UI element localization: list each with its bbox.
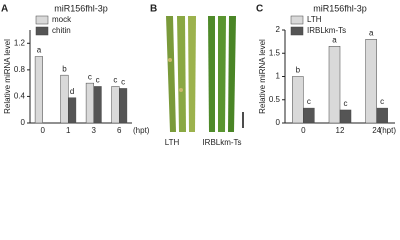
bar [111,86,120,124]
legend-label: IRBLkm-Ts [307,26,346,35]
significance-letter: c [380,97,384,106]
chart-title: miR156fhl-3p [313,3,367,13]
panel-label: B [150,4,157,15]
significance-letter: d [70,87,74,96]
leaf [177,16,186,132]
leaf [228,16,236,132]
x-tick-label: 24 [372,126,381,135]
significance-letter: c [121,78,125,87]
bar [339,109,352,124]
significance-letter: a [369,28,374,37]
leaf [218,16,226,132]
x-tick-label: 6 [117,126,122,135]
legend-label: mock [52,15,72,24]
y-tick-label: 0.8 [14,65,26,74]
leaf [188,16,196,132]
bar [85,82,94,124]
bar [68,97,77,124]
bar [376,107,388,124]
significance-letter: c [113,76,117,85]
significance-letter: c [344,99,348,108]
caption: IRBLkm-Ts [202,138,241,147]
significance-letter: c [307,97,311,106]
lesion [168,58,172,62]
legend-label: chitin [52,26,71,35]
panel-label: C [256,4,263,15]
x-tick-label: 0 [41,126,46,135]
y-tick-label: 1.5 [269,48,281,57]
lesion [179,88,183,92]
legend-swatch [35,26,49,36]
y-tick-label: 1 [276,72,281,81]
x-tick-label: 3 [92,126,97,135]
significance-letter: b [62,64,67,73]
photo-panel: B LTH IRBLkm-Ts [150,4,246,147]
significance-letter: a [332,35,337,44]
x-unit: (hpt) [380,126,397,135]
bar [365,39,377,124]
legend-label: LTH [307,15,322,24]
bar [93,86,102,124]
y-tick-label: 0 [21,118,26,127]
legend-swatch [35,15,49,25]
y-axis-label: Relative miRNA level [258,39,267,114]
chart-title: miR156fhl-3p [54,3,108,13]
panel-label: A [1,4,8,15]
bar [60,74,69,124]
caption: LTH [165,138,180,147]
bar [328,46,341,124]
bar [292,76,304,124]
bar [34,56,43,124]
y-axis-label: Relative miRNA level [3,39,12,114]
x-tick-label: 0 [301,126,306,135]
bar [303,107,315,124]
y-tick-label: 1.2 [14,38,26,47]
significance-letter: a [37,46,42,55]
legend-swatch [290,26,304,36]
leaf [208,16,215,132]
y-tick-label: 2 [276,25,281,34]
y-tick-label: 0 [276,118,281,127]
significance-letter: c [96,76,100,85]
x-tick-label: 12 [336,126,345,135]
x-unit: (hpt) [133,126,150,135]
legend-swatch [290,15,304,25]
significance-letter: b [296,66,301,75]
significance-letter: c [88,72,92,81]
y-tick-label: 0.4 [14,92,26,101]
bar [119,88,128,124]
leaf [166,16,176,132]
y-tick-label: 0.5 [269,95,281,104]
x-tick-label: 1 [66,126,71,135]
